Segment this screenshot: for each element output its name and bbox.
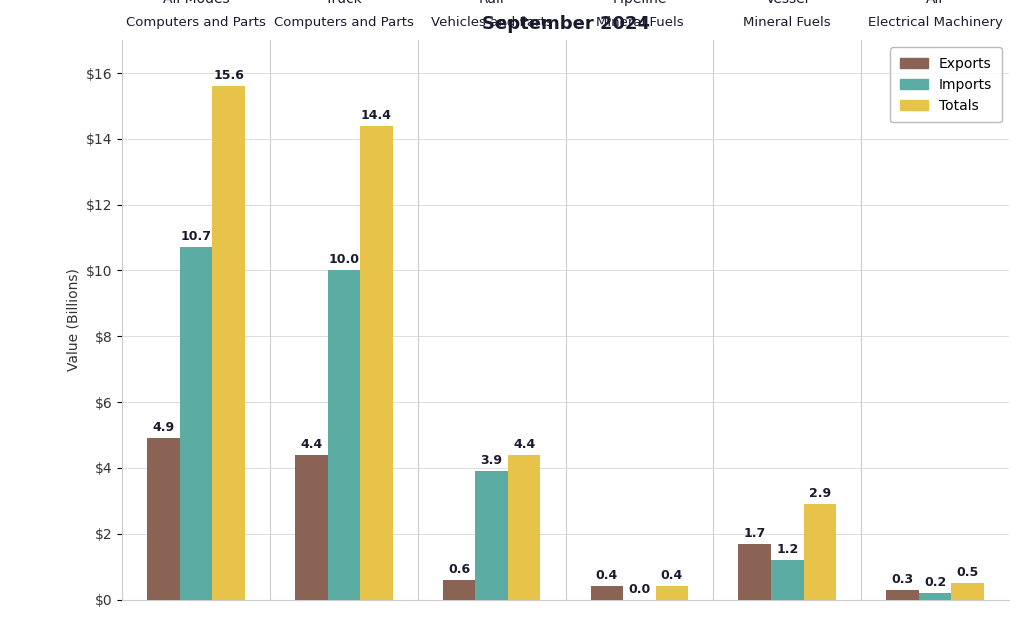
Text: Computers and Parts: Computers and Parts	[273, 16, 414, 29]
Bar	[887, 589, 919, 599]
Legend: Exports, Imports, Totals: Exports, Imports, Totals	[891, 47, 1002, 122]
Bar	[475, 471, 508, 599]
Text: Electrical Machinery: Electrical Machinery	[867, 16, 1002, 29]
Text: Mineral Fuels: Mineral Fuels	[743, 16, 831, 29]
Text: Truck: Truck	[326, 0, 362, 6]
Y-axis label: Value (Billions): Value (Billions)	[67, 269, 80, 371]
Text: 2.9: 2.9	[809, 487, 830, 500]
Bar	[655, 586, 688, 599]
Text: 1.7: 1.7	[743, 526, 766, 540]
Text: 0.2: 0.2	[924, 576, 946, 589]
Title: September 2024: September 2024	[481, 15, 649, 33]
Text: 0.4: 0.4	[660, 569, 683, 583]
Bar	[591, 586, 624, 599]
Bar	[919, 593, 951, 599]
Bar	[771, 560, 804, 599]
Bar	[738, 543, 771, 599]
Bar	[212, 86, 245, 599]
Text: 0.0: 0.0	[629, 583, 650, 596]
Bar	[360, 126, 392, 599]
Text: Vehicles and Parts: Vehicles and Parts	[431, 16, 553, 29]
Bar	[442, 580, 475, 599]
Text: Rail: Rail	[479, 0, 505, 6]
Text: 4.4: 4.4	[300, 438, 323, 451]
Text: 0.5: 0.5	[956, 566, 979, 579]
Text: 10.7: 10.7	[180, 231, 212, 244]
Text: Pipeline: Pipeline	[612, 0, 667, 6]
Text: 15.6: 15.6	[213, 69, 244, 82]
Bar	[180, 247, 212, 599]
Bar	[328, 270, 360, 599]
Text: Mineral Fuels: Mineral Fuels	[596, 16, 683, 29]
Text: 0.6: 0.6	[449, 563, 470, 576]
Text: 4.9: 4.9	[153, 421, 174, 434]
Text: 0.4: 0.4	[596, 569, 618, 583]
Bar	[147, 438, 180, 599]
Text: 0.3: 0.3	[892, 573, 913, 586]
Text: Air: Air	[926, 0, 945, 6]
Text: 14.4: 14.4	[360, 109, 392, 121]
Text: 3.9: 3.9	[480, 454, 503, 467]
Text: Vessel: Vessel	[766, 0, 809, 6]
Text: 1.2: 1.2	[776, 543, 799, 556]
Bar	[951, 583, 984, 599]
Bar	[295, 455, 328, 599]
Text: All Modes: All Modes	[163, 0, 229, 6]
Text: 4.4: 4.4	[513, 438, 536, 451]
Text: 10.0: 10.0	[329, 254, 359, 267]
Bar	[804, 504, 836, 599]
Text: Computers and Parts: Computers and Parts	[126, 16, 266, 29]
Bar	[508, 455, 541, 599]
